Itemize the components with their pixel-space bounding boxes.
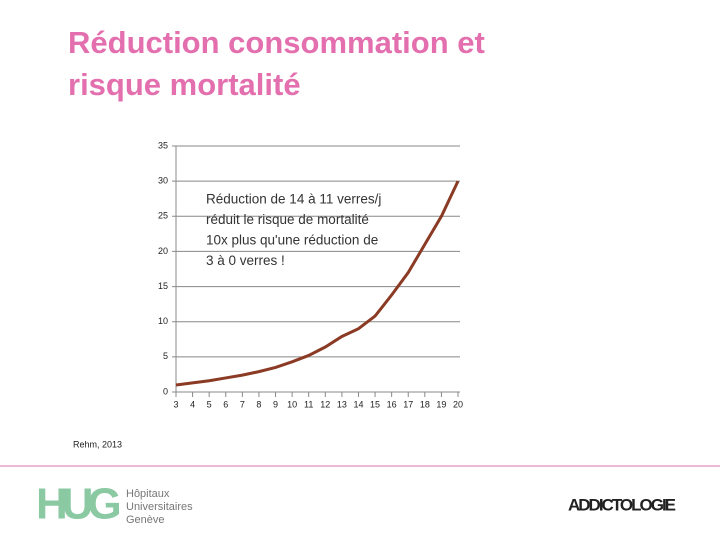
logo-text: Genève xyxy=(126,514,165,526)
logo-text: Hôpitaux xyxy=(126,488,170,500)
x-tick-label: 5 xyxy=(207,399,212,409)
x-tick-label: 17 xyxy=(403,399,413,409)
annotation: réduit le risque de mortalité xyxy=(206,212,369,227)
x-tick-label: 16 xyxy=(387,399,397,409)
y-tick-label: 10 xyxy=(158,316,168,326)
x-tick-label: 3 xyxy=(173,399,178,409)
logo-mark: HUG xyxy=(36,480,120,529)
x-tick-label: 10 xyxy=(287,399,297,409)
y-tick-label: 0 xyxy=(163,386,168,396)
x-tick-label: 11 xyxy=(304,399,313,409)
y-tick-label: 25 xyxy=(158,211,168,221)
x-tick-label: 14 xyxy=(353,399,363,409)
annotation: 3 à 0 verres ! xyxy=(206,253,285,268)
x-tick-label: 20 xyxy=(453,399,463,409)
y-tick-label: 35 xyxy=(158,140,168,150)
annotation: Réduction de 14 à 11 verres/j xyxy=(206,192,381,207)
x-tick-label: 19 xyxy=(436,399,446,409)
y-tick-label: 15 xyxy=(158,281,168,291)
source: Rehm, 2013 xyxy=(73,439,122,449)
x-tick-label: 15 xyxy=(370,399,380,409)
x-tick-label: 6 xyxy=(223,399,228,409)
y-tick-label: 30 xyxy=(158,176,168,186)
x-tick-label: 9 xyxy=(273,399,278,409)
hug-logo: HUG Hôpitaux Universitaires Genève xyxy=(36,480,193,529)
annotation: 10x plus qu'une réduction de xyxy=(206,233,378,248)
slide-title: Réduction consommation et risque mortali… xyxy=(68,25,485,102)
line-series xyxy=(175,180,460,387)
x-tick-label: 12 xyxy=(320,399,330,409)
x-tick-label: 4 xyxy=(190,399,195,409)
addictologie-logo: ADDICTOLOGIE xyxy=(568,495,676,514)
y-tick-label: 20 xyxy=(158,246,168,256)
x-tick-label: 8 xyxy=(256,399,261,409)
y-tick-label: 5 xyxy=(163,351,168,361)
x-tick-label: 7 xyxy=(240,399,245,409)
x-tick-label: 18 xyxy=(420,399,430,409)
logo-text: Universitaires xyxy=(126,501,193,513)
x-tick-label: 13 xyxy=(337,399,347,409)
